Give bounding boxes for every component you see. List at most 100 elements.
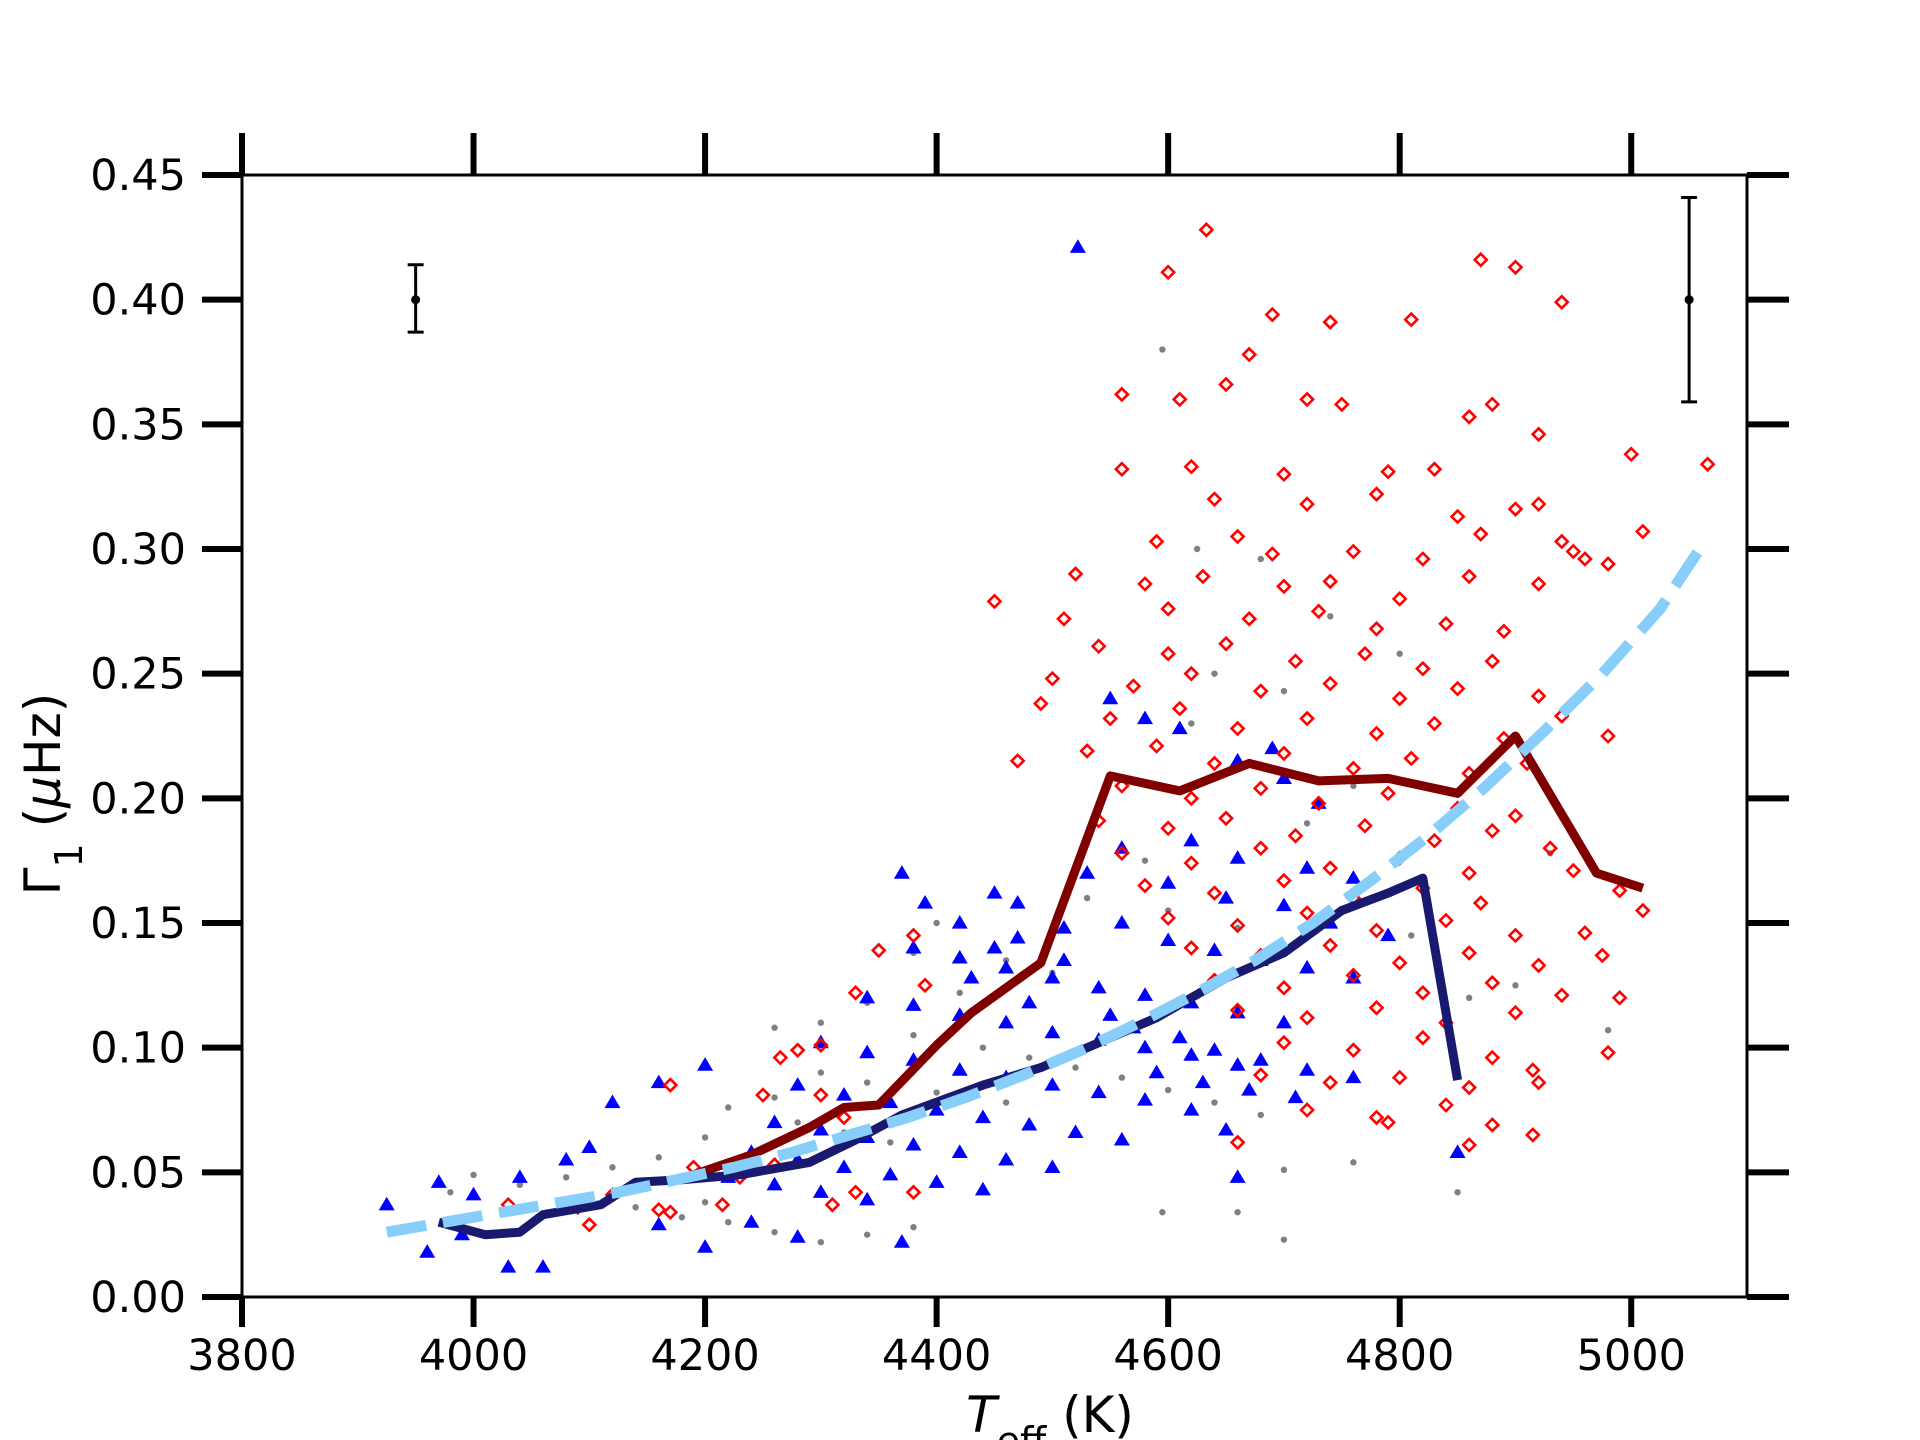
red-diamond-point xyxy=(1067,566,1084,582)
gray-dot-point xyxy=(979,1044,987,1051)
red-diamond-point xyxy=(1345,543,1362,560)
blue-triangle-point xyxy=(998,959,1015,974)
gray-dot-point xyxy=(1350,782,1357,790)
red-diamond-point xyxy=(1484,396,1501,413)
red-diamond-point xyxy=(1229,917,1246,934)
red-diamond-point xyxy=(1252,1067,1269,1083)
blue-triangle-point xyxy=(893,1234,910,1248)
red-diamond-point xyxy=(1276,578,1292,595)
gray-dot-point xyxy=(1159,346,1166,353)
red-diamond-point xyxy=(1160,910,1176,926)
red-diamond-point xyxy=(1287,653,1304,670)
red-diamond-point xyxy=(1530,576,1547,592)
red-diamond-point xyxy=(789,1042,806,1058)
blue-triangle-point xyxy=(465,1186,482,1201)
red-diamond-point xyxy=(1148,533,1165,550)
blue-triangle-point xyxy=(1229,1004,1246,1019)
red-diamond-point xyxy=(1484,1049,1501,1066)
x-tick-label: 4200 xyxy=(650,1331,759,1381)
red-diamond-point xyxy=(986,593,1003,610)
blue-triangle-point xyxy=(1275,1014,1292,1029)
blue-triangle-point xyxy=(1299,860,1316,874)
blue-triangle-point xyxy=(1299,1062,1316,1076)
red-diamond-point xyxy=(1322,937,1339,954)
red-diamond-point xyxy=(1484,822,1501,839)
blue-triangle-point xyxy=(558,1151,575,1166)
gray-dot-point xyxy=(933,1089,940,1096)
red-diamond-point xyxy=(1276,745,1292,762)
gray-dot-point xyxy=(771,1024,778,1031)
red-diamond-point xyxy=(870,942,887,959)
red-diamond-point xyxy=(1148,738,1165,754)
gray-dot-point xyxy=(1257,1111,1264,1119)
red-diamond-point xyxy=(1218,376,1234,393)
blue-triangle-point xyxy=(1194,1074,1211,1089)
red-diamond-point xyxy=(1472,526,1489,542)
dark-red-binned-line xyxy=(692,731,1645,1180)
y-tick-label: 0.15 xyxy=(90,899,186,949)
blue-triangle-point xyxy=(1229,1169,1246,1183)
red-diamond-point xyxy=(1206,885,1223,901)
blue-triangle-point xyxy=(1171,720,1188,735)
red-diamond-point xyxy=(1114,386,1130,403)
x-axis-label-unit: (K) xyxy=(1046,1386,1134,1440)
red-diamond-point xyxy=(1553,987,1570,1004)
blue-triangle-point xyxy=(743,1214,760,1228)
blue-triangle-point xyxy=(766,1114,783,1129)
red-diamond-point xyxy=(813,1037,829,1054)
red-diamond-point xyxy=(1357,645,1373,662)
blue-triangle-point xyxy=(998,1014,1015,1029)
red-diamond-point xyxy=(1218,635,1234,652)
blue-triangle-point xyxy=(1275,897,1292,912)
axis-ticks: 3800 4000 4200 4400 4600 4800 5000 0.00 0.05 0.10… xyxy=(90,133,1789,1381)
blue-triangle-point xyxy=(963,969,980,984)
gray-dot-point xyxy=(1002,1099,1010,1106)
gray-dot-point xyxy=(609,1164,616,1171)
blue-triangle-point xyxy=(1264,740,1281,755)
gray-dot-point xyxy=(1303,820,1311,827)
blue-triangle-point xyxy=(1021,1116,1038,1131)
red-diamond-point xyxy=(1438,912,1454,929)
red-diamond-point xyxy=(1461,1079,1477,1096)
red-diamond-point xyxy=(1600,1044,1616,1061)
gray-dot-point xyxy=(1188,720,1195,727)
blue-triangle-point xyxy=(1183,1047,1200,1061)
red-diamond-point xyxy=(1380,1114,1396,1131)
red-diamond-point xyxy=(1322,314,1339,330)
blue-triangle-point xyxy=(882,1166,899,1181)
red-diamond-point xyxy=(1229,1002,1246,1019)
red-diamond-point xyxy=(905,927,922,944)
blue-triangle-point xyxy=(986,885,1003,899)
red-diamond-point xyxy=(1044,670,1061,687)
red-diamond-point xyxy=(1264,546,1281,562)
blue-triangle-point xyxy=(581,1139,598,1153)
red-diamond-point xyxy=(1461,568,1477,585)
blue-triangle-point xyxy=(1055,952,1072,966)
red-diamond-point xyxy=(1461,945,1477,961)
x-axis-label-main: T xyxy=(966,1386,1000,1440)
red-diamond-point xyxy=(1114,778,1130,794)
red-diamond-point xyxy=(1391,955,1408,971)
blue-triangle-point xyxy=(812,1121,829,1136)
gray-dot-point xyxy=(1234,1209,1241,1216)
blue-triangle-point xyxy=(905,939,922,954)
red-diamond-point xyxy=(1079,743,1095,759)
gray-dot-point xyxy=(1211,670,1218,677)
red-diamond-point xyxy=(1241,346,1258,363)
red-diamond-point xyxy=(1461,409,1477,425)
blue-triangle-point xyxy=(1044,1077,1061,1091)
red-diamond-point xyxy=(824,1196,841,1213)
red-diamond-point xyxy=(1299,1102,1315,1118)
red-diamond-point xyxy=(1229,528,1246,545)
y-axis-label-subscript: 1 xyxy=(47,843,91,867)
red-diamond-point xyxy=(1524,1062,1541,1078)
blue-triangle-point xyxy=(951,949,968,964)
blue-triangle-point xyxy=(1044,969,1061,984)
y-tick-label: 0.20 xyxy=(90,774,186,824)
gray-dot-point xyxy=(771,1228,778,1236)
red-diamond-point xyxy=(1160,820,1176,837)
y-tick-label: 0.35 xyxy=(90,400,186,450)
gray-dot-point xyxy=(516,1181,524,1189)
red-diamond-point xyxy=(1507,927,1524,944)
